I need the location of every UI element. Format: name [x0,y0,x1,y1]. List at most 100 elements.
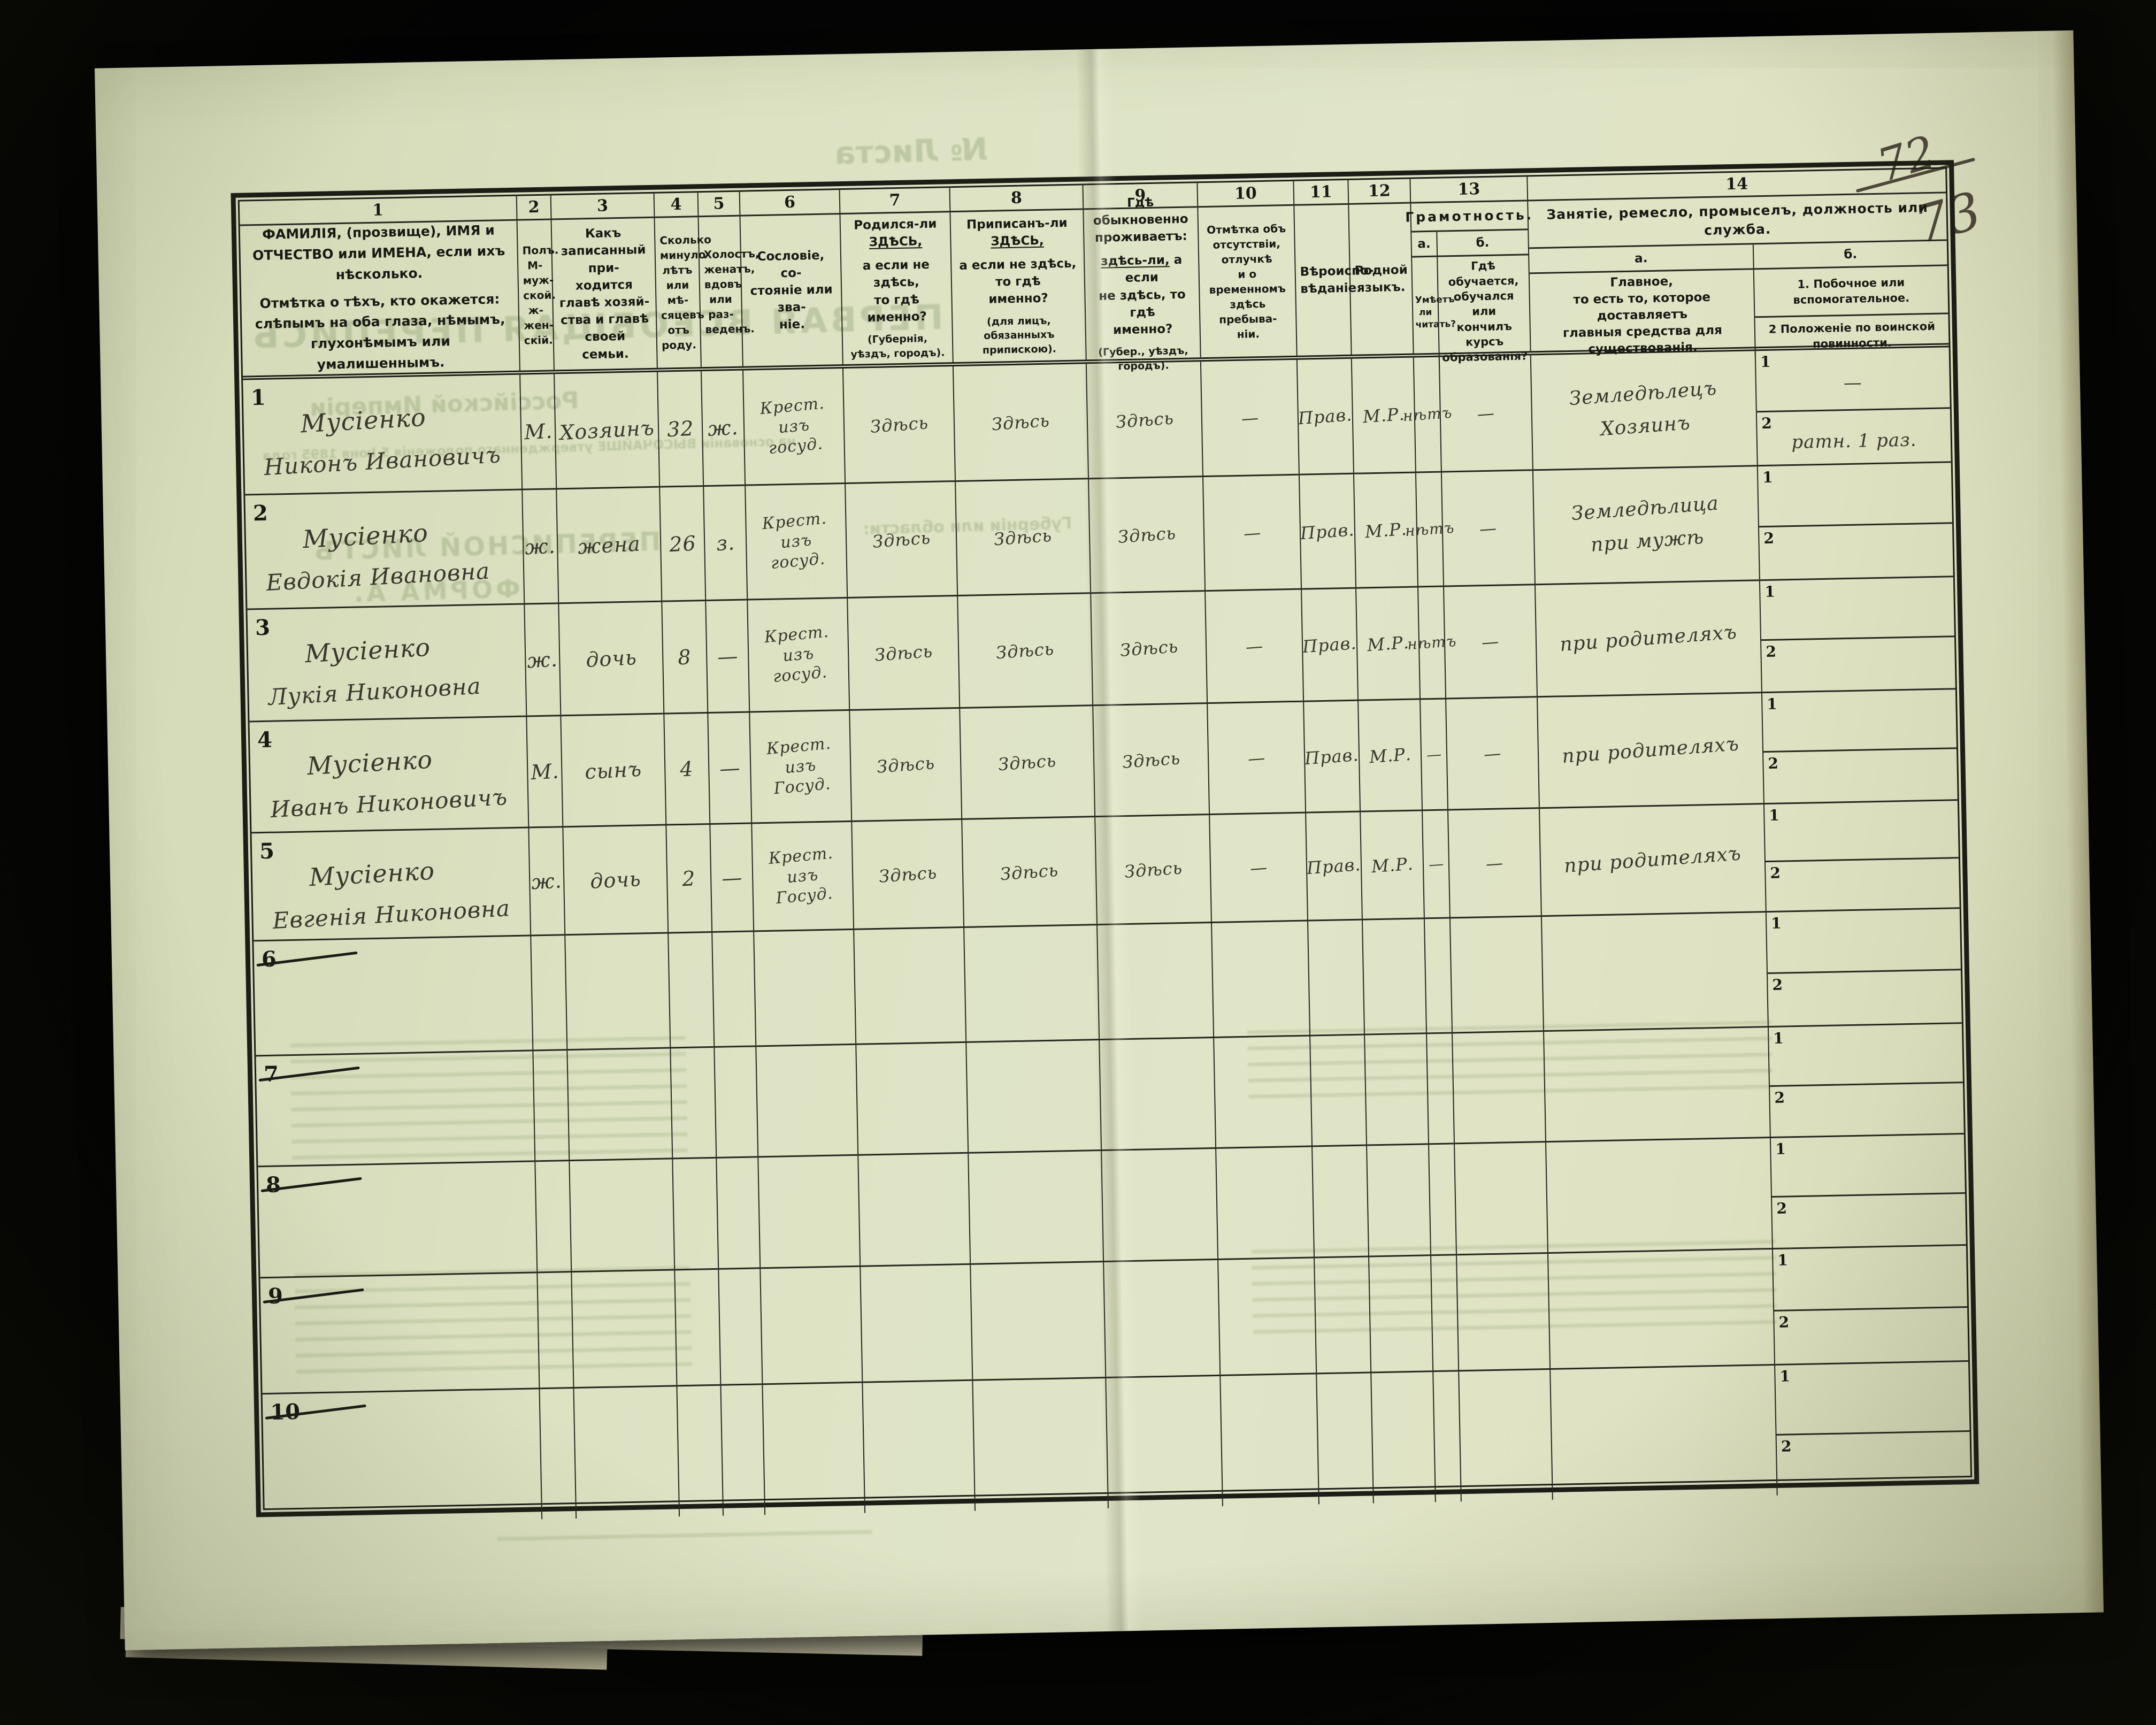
absence-cell [1221,1374,1319,1506]
relation-cell: дочь [563,825,669,934]
absence-cell [1212,921,1311,1037]
language-cell [1371,1372,1436,1504]
name-cell: 6 [254,936,534,1055]
literacy-read-cell: нѣтъ [1407,587,1457,699]
occupation-main-cell [1551,1365,1778,1500]
header-born-here: Родился-ли ЗДѢСЬ, а если не здѣсь, то гд… [840,212,954,365]
estate-cell [763,1383,866,1515]
side-occupation-value [1776,1388,1969,1392]
subcell-label-2: 2 [1768,754,1779,773]
literacy-education-cell: — [1444,585,1538,698]
occupation-side-cell: 1 2 [1773,1246,1968,1364]
registered-here-cell [966,1040,1102,1152]
born-here-cell: Здѣсь [843,366,956,482]
relation-cell: жена [557,487,663,603]
language-cell [1367,1145,1431,1256]
row-number: 3 [255,615,271,641]
age-cell [673,1158,719,1269]
subcell-label-1: 1 [1764,582,1776,601]
registered-here-cell: Здѣсь [953,364,1089,481]
military-status-value [1775,1328,1968,1331]
side-occupation-value [1771,1156,1965,1160]
header-occupation-title: Занятіе, ремесло, промыселъ, должность и… [1528,193,1947,249]
age-cell: 8 [662,601,709,713]
given-name-handwriting [274,973,531,987]
military-status-value [1773,1213,1966,1217]
military-status-subcell: 2 [1774,1308,1968,1364]
given-name-handwriting: Евгенія Никоновна [272,895,511,934]
sex-cell [535,1161,572,1272]
bleedthrough-signature-line [497,1530,872,1552]
military-status-value [1760,543,1953,547]
row-number: 8 [265,1172,281,1198]
given-name-handwriting [278,1199,535,1213]
side-occupation-value [1769,1046,1962,1049]
religion-cell [1310,1035,1368,1146]
row-number: 6 [261,946,277,972]
literacy-education-cell: — [1439,355,1533,471]
occupation-side-cell: 1 2 [1770,1134,1966,1248]
estate-cell: Крест. изъ Госуд. [750,710,853,823]
row-number: 5 [259,838,275,864]
literacy-education-cell [1457,1254,1551,1370]
subcell-label-1: 1 [1779,1367,1791,1385]
header-name-note: Отмѣтка о тѣхъ, кто окажется: слѣпымъ на… [255,290,505,372]
relation-cell: дочь [559,602,665,715]
literacy-education-cell: — [1441,471,1536,586]
subcell-label-2: 2 [1761,415,1773,433]
side-occupation-value: — [1843,372,1863,394]
relation-cell [572,1270,678,1387]
language-cell: М.Р. [1361,811,1425,919]
age-cell [677,1385,724,1517]
header-occupation-side: 1. Побочное или вспомогательное. [1754,266,1948,318]
surname-handwriting: Мусіенко [306,745,434,781]
occupation-main-cell [1548,1249,1776,1368]
occupation-main-cell: при родителяхъ [1540,804,1767,916]
born-here-cell [854,927,967,1044]
side-occupation-subcell: 1 [1775,1361,1970,1436]
row-number: 10 [270,1399,301,1425]
header-literacy-b-label: б. [1476,235,1490,250]
col-number-4: 4 [654,193,699,217]
side-occupation-subcell: 1 [1764,801,1959,862]
header-literacy-group: Грамотность. а. б. Умѣетъ- ли читать? Гд… [1405,201,1533,369]
given-name-handwriting: Евдокія Ивановна [265,557,491,596]
col-number-6: 6 [740,190,841,215]
absence-cell: — [1206,589,1305,703]
occupation-side-cell: 1 2 [1760,577,1955,692]
header-occupation-group: Занятіе, ремесло, промыселъ, должность и… [1528,193,1948,362]
age-cell [671,1047,717,1158]
side-occupation-subcell: 1 [1770,1134,1965,1198]
header-registered-here: Приписанъ-ли ЗДѢСЬ, а если не здѣсь, то … [950,210,1087,363]
military-status-subcell: 2 [1777,1432,1971,1496]
marital-cell: ж. [702,370,746,486]
military-status-subcell: 2 [1772,1194,1966,1248]
born-here-cell: Здѣсь [852,819,965,929]
occupation-main-cell: при родителяхъ [1535,581,1762,696]
age-cell [675,1269,722,1385]
surname-handwriting: Мусіенко [300,402,427,439]
header-relation: Какъ записанный при- ходится главѣ хозяй… [551,218,658,370]
military-status-subcell: 2 [1768,970,1962,1026]
header-literacy-title: Грамотность. [1405,201,1533,233]
sex-cell: ж. [529,827,566,935]
estate-cell [758,1155,861,1268]
header-occupation-a-label: а. [1529,244,1754,273]
occupation-side-cell: 1 2 [1766,909,1962,1026]
military-status-value [1770,1102,1963,1106]
military-status-subcell: 2 [1761,637,1955,692]
given-name-handwriting: Никонъ Ивановичъ [263,441,502,481]
side-occupation-value [1761,600,1954,603]
relation-cell [567,1048,673,1160]
subcell-label-1: 1 [1775,1140,1786,1158]
born-here-cell [861,1264,973,1382]
header-language: Родной языкъ. [1349,203,1414,355]
sex-cell: ж. [523,489,559,603]
subcell-label-1: 1 [1770,914,1782,932]
relation-cell: Хозяинъ [555,372,661,488]
marital-cell [721,1385,766,1516]
name-cell: 7 [256,1051,536,1166]
header-occupation-main: Главное, то есть то, которое доставляетъ… [1529,270,1756,362]
side-occupation-value [1759,486,1952,489]
literacy-read-cell: нѣтъ [1402,357,1453,472]
